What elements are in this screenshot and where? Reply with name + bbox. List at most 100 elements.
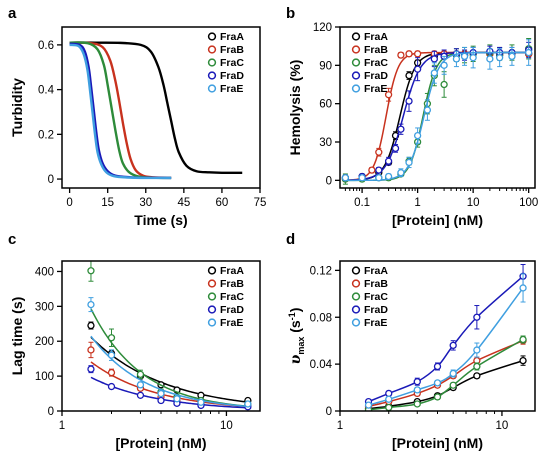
panel-c-point-FraC: [87, 267, 95, 275]
panel-a-ytick-label: 0: [48, 174, 54, 186]
panel-b-ytick-label: 120: [313, 22, 332, 34]
panel-b-point-FraE: [423, 106, 432, 114]
panel-d-fit-FraD: [368, 275, 524, 403]
panel-a-ytick-label: 0.4: [38, 85, 55, 97]
panel-d-point-FraE: [364, 401, 373, 409]
panel-a-xtick-label: 45: [177, 197, 190, 209]
panel-d-series-FraE: [364, 273, 527, 409]
panel-a-xtick-label: 60: [216, 197, 229, 209]
panel-d-series-FraD: [364, 264, 527, 406]
panel-d-ytick-label: 0.04: [310, 359, 333, 371]
panel-c-xtick-label: 1: [59, 420, 65, 432]
panel-b-point-FraE: [413, 131, 422, 140]
panel-b-point-FraB: [375, 148, 383, 156]
panel-b-point-FraC: [440, 80, 448, 89]
panel-b-legend-marker-FraB: [351, 45, 361, 54]
panel-c-point-FraD: [87, 365, 95, 373]
panel-c-ytick-label: 100: [35, 371, 54, 383]
panel-b-point-FraB: [405, 50, 413, 58]
panel-d-ylabel-part: max: [296, 337, 306, 355]
panel-a-xlabel: Time (s): [134, 212, 187, 228]
panel-a-xtick-label: 75: [254, 197, 267, 209]
panel-d-xlabel: [Protein] (nM): [392, 435, 483, 451]
panel-b-series-FraE: [341, 39, 533, 182]
panel-c-ytick-label: 400: [35, 266, 54, 278]
panel-a-ylabel: Turbidity: [9, 78, 25, 137]
panel-b-xtick-label: 1: [414, 197, 420, 209]
panel-d-ylabel-part: -1: [287, 312, 297, 320]
panel-c-point-FraE: [157, 389, 165, 398]
panel-d-legend-marker-FraC: [351, 292, 361, 301]
panel-d-legend-marker-FraE: [351, 318, 361, 327]
panel-b-xtick-label: 0.1: [354, 197, 370, 209]
panel-b: b 0.1 1 10 100 0 30 60 90 120 [Protein] (nM) Hemol…: [286, 5, 538, 228]
panel-a: a 0 15 30 45 60 75 0 0.2 0.4 0.6 Time (s) Turbidity…: [8, 5, 266, 228]
panel-a-xtick-label: 30: [139, 197, 152, 209]
panel-a-ytick-label: 0.2: [38, 129, 54, 141]
panel-c-fit-FraE: [90, 335, 248, 408]
panel-d-legend-label-FraE: FraE: [364, 317, 387, 329]
panel-b-xtick-label: 100: [519, 197, 538, 209]
panel-d-point-FraC: [413, 400, 421, 408]
panel-b-ytick-label: 0: [326, 175, 332, 187]
panel-b-legend-marker-FraE: [351, 84, 361, 93]
panel-d-legend-label-FraA: FraA: [364, 265, 388, 277]
panel-d-legend-marker-FraA: [351, 266, 361, 275]
panel-a-legend-label-FraB: FraB: [220, 44, 244, 56]
panel-d-ytick-label: 0.08: [310, 312, 332, 324]
panel-d-xtick-label: 10: [496, 420, 509, 432]
panel-c-legend-marker-FraA: [207, 266, 217, 275]
panel-a-legend-marker-FraD: [207, 71, 217, 80]
panel-c-point-FraB: [107, 368, 116, 377]
panel-c-legend-marker-FraC: [207, 292, 217, 301]
panel-a-ytick-label: 0.6: [38, 40, 54, 52]
panel-b-ytick-label: 60: [319, 99, 332, 111]
panel-a-line-FraE: [69, 43, 172, 180]
panel-d-fit-FraE: [368, 287, 524, 406]
panel-b-legend-label-FraC: FraC: [364, 57, 388, 69]
panel-c-point-FraA: [87, 321, 95, 330]
panel-c-point-FraD: [107, 382, 116, 391]
panel-d-point-FraD: [385, 389, 393, 398]
panel-c-frame: [61, 260, 261, 412]
panel-b-point-FraE: [495, 54, 504, 62]
panel-d-ytick-label: 0.12: [310, 265, 332, 277]
panel-c-ytick-label: 0: [48, 406, 54, 418]
panel-c-legend-marker-FraE: [207, 318, 217, 327]
panel-b-point-FraE: [508, 52, 516, 61]
panel-d-point-FraC: [433, 393, 442, 401]
panel-b-point-FraE: [397, 169, 405, 177]
panel-c-ytick-label: 300: [35, 301, 54, 313]
panel-b-point-FraE: [430, 69, 438, 77]
panel-c-point-FraE: [244, 400, 252, 408]
panel-b-point-FraD: [397, 125, 405, 133]
panel-d-legend-marker-FraB: [351, 279, 361, 288]
panel-c-ylabel: Lag time (s): [9, 297, 25, 376]
panel-b-legend-marker-FraA: [351, 32, 361, 41]
panel-d: d 1 10 0 0.04 0.08 0.12 [Protein] (nM) υmax (s-…: [286, 231, 536, 451]
panel-c-point-FraD: [136, 391, 145, 399]
panel-a-legend-marker-FraB: [207, 45, 217, 54]
panel-a-legend-marker-FraA: [207, 32, 217, 41]
panel-c-legend-label-FraB: FraB: [220, 278, 244, 290]
panel-b-point-FraE: [460, 52, 469, 61]
panel-b-point-FraE: [440, 61, 448, 69]
panel-c-legend-marker-FraD: [207, 305, 217, 314]
panel-d-legend-label-FraC: FraC: [364, 291, 388, 303]
panel-b-point-FraB: [397, 51, 405, 59]
panel-b-ylabel: Hemolysis (%): [287, 60, 303, 156]
panel-b-point-FraA: [405, 71, 413, 80]
panel-d-point-FraE: [385, 395, 393, 403]
panel-b-legend-label-FraE: FraE: [364, 83, 387, 95]
panel-b-letter: b: [286, 5, 295, 22]
panel-a-xtick-label: 15: [101, 197, 114, 209]
panel-a-legend-label-FraD: FraD: [220, 70, 244, 82]
panel-a-legend-marker-FraE: [207, 84, 217, 93]
panel-b-legend-marker-FraC: [351, 58, 361, 67]
panel-b-point-FraD: [430, 55, 438, 63]
panel-d-point-FraA: [473, 372, 481, 380]
panel-c-fit-FraA: [90, 336, 248, 403]
panel-a-xtick-label: 0: [66, 197, 72, 209]
panel-b-point-FraD: [391, 144, 400, 153]
panel-c-point-FraE: [107, 351, 116, 359]
